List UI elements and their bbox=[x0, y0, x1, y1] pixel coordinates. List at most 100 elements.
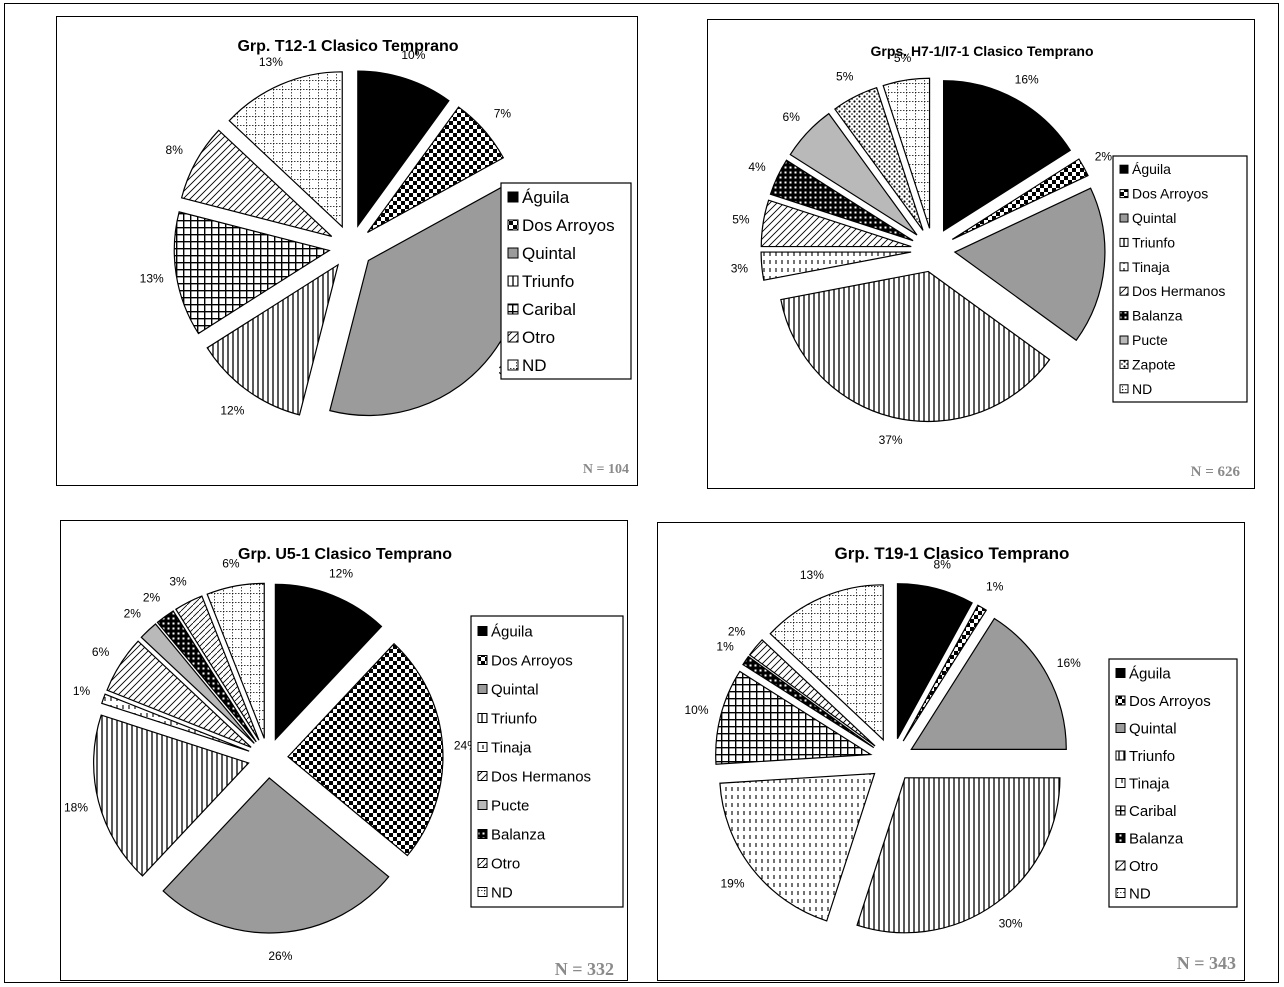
legend-label-otro: Otro bbox=[491, 855, 520, 872]
legend-label-pucte: Pucte bbox=[491, 797, 529, 814]
pie-slice-quintal bbox=[910, 617, 1067, 750]
pie-slice-aguila bbox=[896, 583, 973, 739]
slice-label-dos-arroyos: 2% bbox=[1095, 149, 1113, 163]
legend-swatch-zapote bbox=[1119, 359, 1129, 369]
slice-label-otro: 8% bbox=[166, 143, 184, 157]
sample-size-label: N = 626 bbox=[1191, 464, 1241, 480]
pie-slice-dos-hermanos bbox=[760, 199, 912, 248]
slice-label-triunfo: 30% bbox=[999, 916, 1023, 930]
legend-label-triunfo: Triunfo bbox=[522, 272, 574, 291]
legend-swatch-triunfo bbox=[507, 275, 519, 287]
legend-box bbox=[500, 182, 632, 380]
legend-label-aguila: Águila bbox=[522, 188, 570, 207]
slice-label-aguila: 12% bbox=[329, 567, 353, 581]
legend-label-caribal: Caribal bbox=[522, 300, 576, 319]
slice-label-aguila: 10% bbox=[401, 48, 425, 62]
sample-size-label: N = 343 bbox=[1177, 953, 1236, 973]
slice-label-zapote: 5% bbox=[836, 70, 854, 84]
pie-slice-aguila bbox=[357, 70, 450, 228]
legend-swatch-nd bbox=[477, 887, 488, 897]
slice-label-balanza: 2% bbox=[143, 591, 161, 605]
legend-label-quintal: Quintal bbox=[1129, 720, 1177, 737]
legend-label-tinaja: Tinaja bbox=[1129, 775, 1170, 792]
legend-swatch-otro bbox=[507, 331, 519, 343]
legend-swatch-triunfo bbox=[1115, 750, 1126, 761]
slice-label-quintal: 26% bbox=[268, 949, 292, 963]
slice-label-aguila: 16% bbox=[1015, 73, 1039, 87]
legend-swatch-aguila bbox=[507, 191, 519, 203]
pie-slice-triunfo bbox=[206, 263, 340, 416]
chart-title: Grp. U5-1 Clasico Temprano bbox=[238, 546, 452, 563]
legend-swatch-aguila bbox=[1115, 668, 1126, 678]
chart-panel-h7-1-i7-1: Grps. H7-1/I7-1 Clasico Temprano16%2%17%… bbox=[707, 19, 1255, 489]
slice-label-tinaja: 3% bbox=[731, 261, 749, 275]
slice-label-triunfo: 18% bbox=[64, 800, 88, 814]
legend-label-quintal: Quintal bbox=[491, 681, 539, 698]
legend-swatch-otro bbox=[1115, 860, 1126, 871]
legend: Águila Dos Arroyos Quintal Triunfo Caribal Ot… bbox=[500, 182, 632, 380]
slice-label-dos-hermanos: 5% bbox=[732, 213, 750, 227]
pie-slice-tinaja bbox=[101, 693, 250, 752]
legend-label-tinaja: Tinaja bbox=[491, 739, 532, 756]
legend-swatch-balanza bbox=[477, 829, 488, 839]
pie-slice-dos-arroyos bbox=[902, 604, 988, 742]
legend-label-balanza: Balanza bbox=[1129, 830, 1184, 847]
legend-swatch-triunfo bbox=[477, 713, 488, 723]
figure-frame: Grp. T12-1 Clasico Temprano10%7%37%12%13… bbox=[4, 3, 1279, 983]
pie-slice-balanza bbox=[156, 610, 257, 743]
legend-swatch-caribal bbox=[507, 303, 519, 315]
legend-swatch-pucte bbox=[477, 800, 488, 810]
slice-label-caribal: 10% bbox=[684, 703, 708, 717]
slice-label-pucte: 2% bbox=[124, 607, 142, 621]
legend-label-triunfo: Triunfo bbox=[1129, 748, 1175, 765]
pie-slice-triunfo bbox=[780, 270, 1051, 423]
legend-label-balanza: Balanza bbox=[491, 826, 546, 843]
legend-label-dos-arroyos: Dos Arroyos bbox=[491, 652, 573, 669]
legend-label-quintal: Quintal bbox=[1132, 210, 1176, 226]
pie-slice-nd bbox=[228, 71, 343, 229]
legend-swatch-quintal bbox=[1115, 723, 1126, 733]
slice-label-tinaja: 19% bbox=[720, 877, 744, 891]
legend-label-nd: ND bbox=[491, 884, 513, 901]
pie-slice-pucte bbox=[140, 623, 255, 744]
pie-slice-balanza bbox=[742, 655, 875, 749]
pie-slice-dos-arroyos bbox=[287, 642, 444, 857]
legend-label-balanza: Balanza bbox=[1132, 308, 1183, 324]
pie-slice-otro bbox=[180, 129, 333, 237]
pie-slice-nd bbox=[882, 77, 931, 229]
legend-label-dos-arroyos: Dos Arroyos bbox=[1129, 693, 1211, 710]
legend-label-otro: Otro bbox=[1129, 858, 1158, 875]
legend-label-nd: ND bbox=[1129, 885, 1151, 902]
pie-slice-zapote bbox=[834, 86, 924, 231]
legend-swatch-otro bbox=[477, 858, 488, 868]
pie-chart-h7-1-i7-1: Grps. H7-1/I7-1 Clasico Temprano16%2%17%… bbox=[731, 43, 1248, 480]
legend-label-tinaja: Tinaja bbox=[1132, 259, 1170, 275]
legend-box bbox=[1112, 155, 1248, 403]
slice-label-dos-arroyos: 1% bbox=[986, 579, 1004, 593]
sample-size-label: N = 104 bbox=[583, 462, 629, 477]
pie-slice-tinaja bbox=[719, 772, 876, 922]
legend-label-triunfo: Triunfo bbox=[1132, 234, 1175, 250]
slice-label-nd: 13% bbox=[800, 568, 824, 582]
legend-label-aguila: Águila bbox=[1129, 665, 1171, 682]
legend-swatch-quintal bbox=[477, 684, 488, 694]
slice-label-quintal: 16% bbox=[1057, 656, 1081, 670]
slice-label-triunfo: 37% bbox=[879, 433, 903, 447]
legend-swatch-nd bbox=[1119, 384, 1129, 394]
slice-label-dos-arroyos: 7% bbox=[494, 107, 512, 121]
slice-label-balanza: 1% bbox=[716, 640, 734, 654]
slice-label-pucte: 6% bbox=[783, 110, 801, 124]
legend-swatch-quintal bbox=[1119, 213, 1129, 223]
pie-chart-t12-1: Grp. T12-1 Clasico Temprano10%7%37%12%13… bbox=[140, 38, 632, 477]
legend-label-triunfo: Triunfo bbox=[491, 710, 537, 727]
slice-label-nd: 13% bbox=[259, 55, 283, 69]
chart-title: Grp. T12-1 Clasico Temprano bbox=[237, 38, 458, 55]
slice-label-tinaja: 1% bbox=[73, 684, 91, 698]
pie-slice-caribal bbox=[715, 670, 873, 765]
slice-label-aguila: 8% bbox=[934, 558, 952, 572]
pie-slice-quintal bbox=[162, 777, 390, 934]
legend-label-dos-hermanos: Dos Hermanos bbox=[1132, 283, 1225, 299]
legend-swatch-aguila bbox=[1119, 164, 1129, 174]
pie-slice-dos-hermanos bbox=[106, 640, 252, 748]
